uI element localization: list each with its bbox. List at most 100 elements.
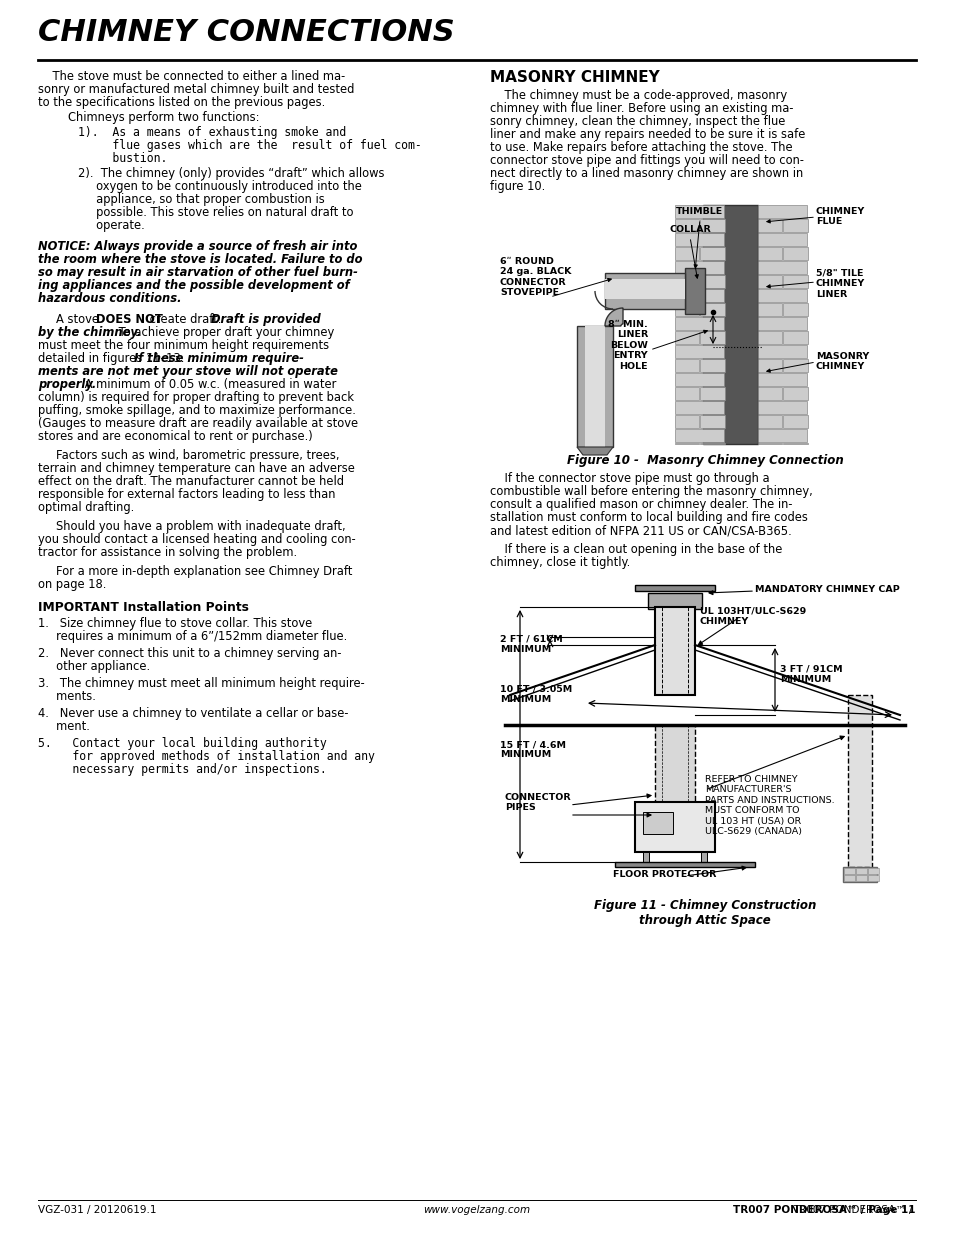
Bar	[867, 868, 878, 874]
Text: 2 FT / 61CM
MINIMUM: 2 FT / 61CM MINIMUM	[499, 635, 562, 655]
Text: For a more in-depth explanation see Chimney Draft: For a more in-depth explanation see Chim…	[56, 564, 352, 578]
Bar	[604, 273, 684, 309]
Bar	[782, 415, 807, 427]
Bar	[675, 331, 699, 343]
Text: IMPORTANT Installation Points: IMPORTANT Installation Points	[38, 601, 249, 614]
Text: bustion.: bustion.	[78, 152, 167, 165]
Text: by the chimney.: by the chimney.	[38, 326, 141, 338]
Text: Figure 11 - Chimney Construction
through Attic Space: Figure 11 - Chimney Construction through…	[593, 899, 816, 927]
Bar	[642, 852, 648, 862]
Text: The stove must be connected to either a lined ma-: The stove must be connected to either a …	[38, 70, 345, 83]
Bar	[675, 415, 699, 427]
Text: liner and make any repairs needed to be sure it is safe: liner and make any repairs needed to be …	[490, 128, 804, 141]
Text: COLLAR: COLLAR	[668, 225, 710, 233]
Text: you should contact a licensed heating and cooling con-: you should contact a licensed heating an…	[38, 534, 355, 546]
Bar	[675, 387, 699, 399]
Text: so may result in air starvation of other fuel burn-: so may result in air starvation of other…	[38, 266, 357, 279]
Text: FLOOR PROTECTOR: FLOOR PROTECTOR	[613, 869, 716, 879]
Text: ments are not met your stove will not operate: ments are not met your stove will not op…	[38, 366, 337, 378]
Text: nect directly to a lined masonry chimney are shown in: nect directly to a lined masonry chimney…	[490, 167, 802, 180]
Bar	[675, 247, 699, 259]
Text: necessary permits and/or inspections.: necessary permits and/or inspections.	[38, 763, 327, 776]
Bar	[642, 811, 672, 834]
Bar	[758, 247, 781, 259]
Bar	[758, 359, 781, 372]
Bar	[655, 606, 695, 695]
Bar	[782, 303, 807, 315]
Bar	[758, 345, 806, 357]
Bar	[700, 247, 724, 259]
Bar	[635, 802, 714, 852]
Text: ments.: ments.	[38, 690, 95, 703]
Bar	[675, 373, 723, 385]
Text: If these minimum require-: If these minimum require-	[133, 352, 304, 366]
Bar	[675, 345, 723, 357]
Text: CHIMNEY
FLUE: CHIMNEY FLUE	[815, 207, 864, 226]
Text: NOTICE: Always provide a source of fresh air into: NOTICE: Always provide a source of fresh…	[38, 240, 357, 253]
Text: 8ʺ MIN.
LINER
BELOW
ENTRY
HOLE: 8ʺ MIN. LINER BELOW ENTRY HOLE	[608, 320, 647, 370]
Bar	[700, 331, 724, 343]
Text: To achieve proper draft your chimney: To achieve proper draft your chimney	[115, 326, 334, 338]
Text: CONNECTOR
PIPES: CONNECTOR PIPES	[504, 793, 571, 813]
Text: (Gauges to measure draft are readily available at stove: (Gauges to measure draft are readily ava…	[38, 417, 357, 430]
Text: oxygen to be continuously introduced into the: oxygen to be continuously introduced int…	[78, 180, 361, 193]
Bar	[584, 326, 604, 447]
Text: connector stove pipe and fittings you will need to con-: connector stove pipe and fittings you wi…	[490, 154, 803, 167]
Bar	[702, 205, 758, 445]
Polygon shape	[577, 447, 613, 454]
Text: 5.   Contact your local building authority: 5. Contact your local building authority	[38, 737, 327, 750]
Bar	[675, 303, 699, 315]
Bar	[843, 868, 854, 874]
Text: other appliance.: other appliance.	[38, 659, 150, 673]
Bar	[855, 876, 866, 881]
Text: www.vogelzang.com: www.vogelzang.com	[423, 1205, 530, 1215]
Text: the room where the stove is located. Failure to do: the room where the stove is located. Fai…	[38, 253, 362, 266]
Text: MANDATORY CHIMNEY CAP: MANDATORY CHIMNEY CAP	[754, 585, 899, 594]
Bar	[700, 303, 724, 315]
Bar	[635, 585, 714, 592]
Text: Chimneys perform two functions:: Chimneys perform two functions:	[68, 111, 259, 124]
Text: UL 103HT/ULC-S629
CHIMNEY: UL 103HT/ULC-S629 CHIMNEY	[700, 606, 805, 626]
Bar	[782, 219, 807, 231]
Bar	[700, 275, 724, 288]
Bar	[675, 359, 699, 372]
Bar	[577, 326, 613, 447]
Bar	[782, 387, 807, 399]
Text: A stove: A stove	[56, 312, 103, 326]
Bar	[758, 205, 806, 217]
Text: 10 FT / 3.05M
MINIMUM: 10 FT / 3.05M MINIMUM	[499, 685, 572, 704]
Bar	[700, 359, 724, 372]
Text: must meet the four minimum height requirements: must meet the four minimum height requir…	[38, 338, 329, 352]
Bar	[855, 868, 866, 874]
Bar	[675, 219, 699, 231]
Text: chimney, close it tightly.: chimney, close it tightly.	[490, 556, 630, 569]
Bar	[843, 876, 854, 881]
Bar	[700, 219, 724, 231]
Text: combustible wall before entering the masonry chimney,: combustible wall before entering the mas…	[490, 485, 812, 498]
Text: TR007 PONDEROSA™ / Page 11: TR007 PONDEROSA™ / Page 11	[733, 1205, 915, 1215]
Bar	[604, 279, 684, 299]
Polygon shape	[604, 308, 622, 326]
Text: Draft is provided: Draft is provided	[211, 312, 320, 326]
Bar	[758, 401, 806, 414]
Text: DOES NOT: DOES NOT	[96, 312, 163, 326]
Text: responsible for external factors leading to less than: responsible for external factors leading…	[38, 488, 335, 501]
Text: stallation must conform to local building and fire codes: stallation must conform to local buildin…	[490, 511, 807, 524]
Bar	[615, 862, 754, 867]
Text: Should you have a problem with inadequate draft,: Should you have a problem with inadequat…	[56, 520, 345, 534]
Text: A minimum of 0.05 w.c. (measured in water: A minimum of 0.05 w.c. (measured in wate…	[81, 378, 336, 391]
Text: 2.   Never connect this unit to a chimney serving an-: 2. Never connect this unit to a chimney …	[38, 647, 341, 659]
Text: operate.: operate.	[78, 219, 145, 232]
Text: tractor for assistance in solving the problem.: tractor for assistance in solving the pr…	[38, 546, 296, 559]
Text: 1).  As a means of exhausting smoke and: 1). As a means of exhausting smoke and	[78, 126, 346, 140]
Text: to use. Make repairs before attaching the stove. The: to use. Make repairs before attaching th…	[490, 141, 792, 154]
Text: optimal drafting.: optimal drafting.	[38, 501, 134, 514]
Text: ing appliances and the possible development of: ing appliances and the possible developm…	[38, 279, 349, 291]
Text: chimney with flue liner. Before using an existing ma-: chimney with flue liner. Before using an…	[490, 103, 793, 115]
Text: Figure 10 -  Masonry Chimney Connection: Figure 10 - Masonry Chimney Connection	[566, 454, 842, 467]
Bar	[655, 725, 695, 802]
Bar	[758, 261, 806, 273]
Text: CHIMNEY CONNECTIONS: CHIMNEY CONNECTIONS	[38, 19, 455, 47]
Text: puffing, smoke spillage, and to maximize performance.: puffing, smoke spillage, and to maximize…	[38, 404, 355, 417]
Text: hazardous conditions.: hazardous conditions.	[38, 291, 181, 305]
